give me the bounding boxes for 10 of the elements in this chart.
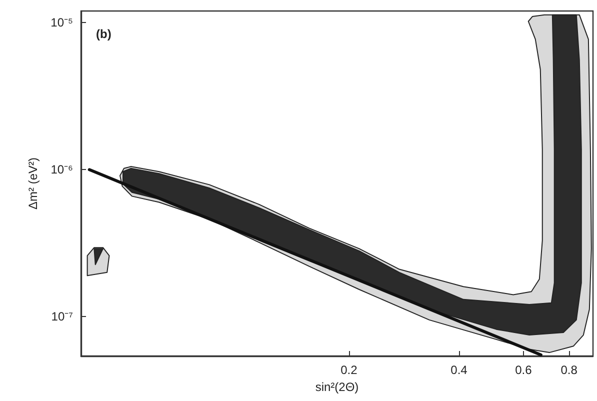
x-axis-title: sin²(2Θ): [315, 380, 359, 394]
y-axis-title: Δm² (eV²): [26, 157, 40, 210]
y-tick-label: 10⁻⁶: [50, 162, 74, 177]
y-tick-label: 10⁻⁵: [50, 16, 74, 30]
annotation: (b): [96, 27, 112, 41]
x-tick-label: 0.6: [515, 363, 532, 377]
x-tick-label: 0.8: [560, 363, 578, 377]
x-tick-label: 0.2: [340, 363, 358, 377]
x-tick-label: 0.4: [450, 363, 468, 377]
y-tick-label: 10⁻⁷: [51, 310, 73, 324]
